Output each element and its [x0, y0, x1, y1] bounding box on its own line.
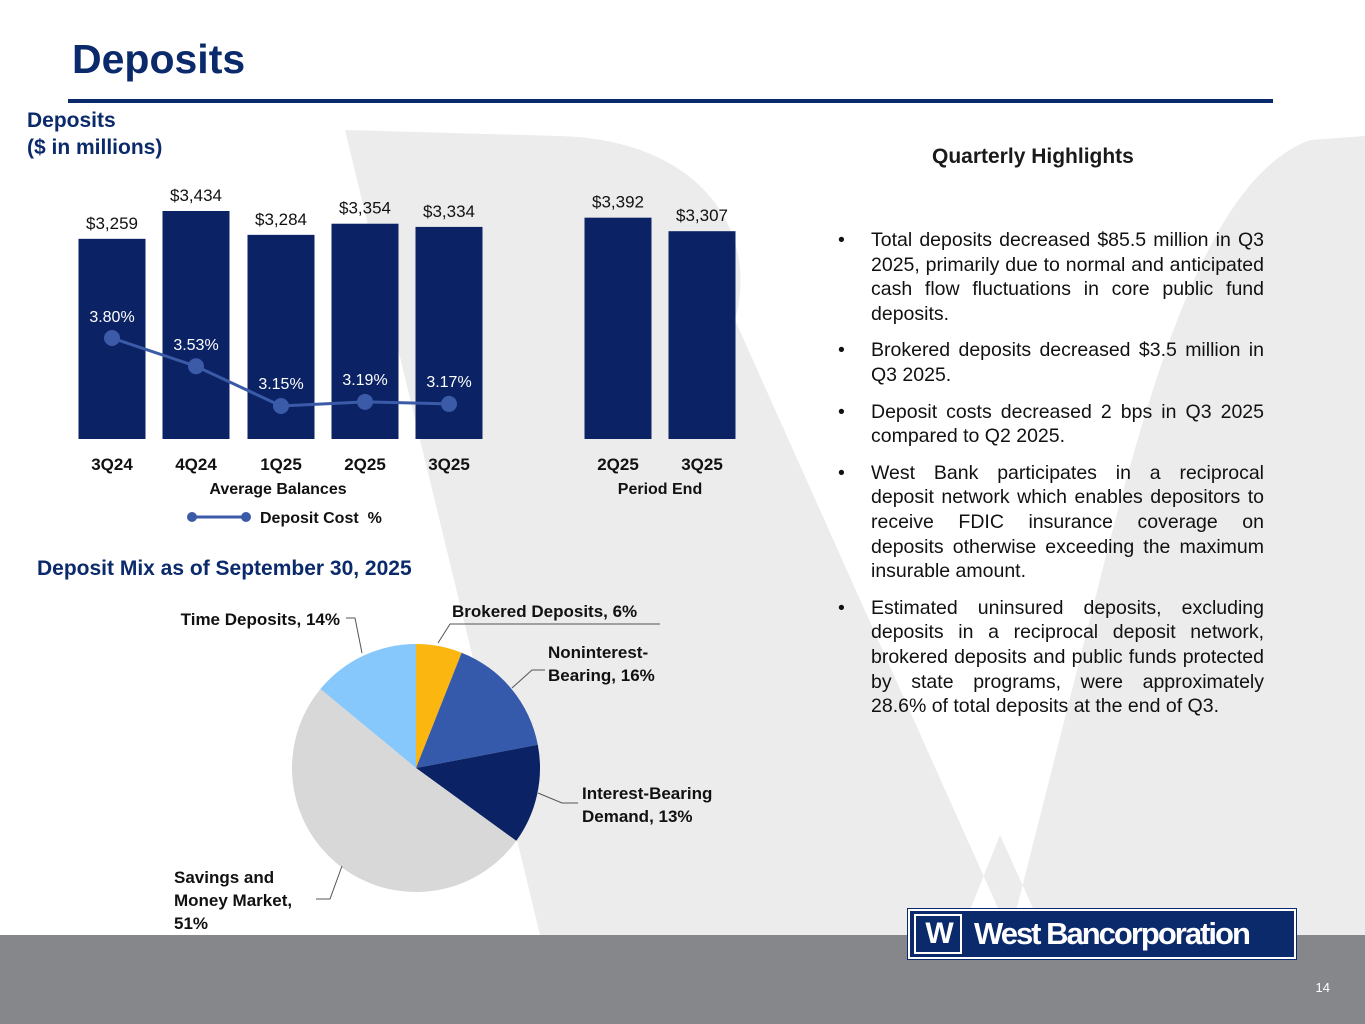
deposit-cost-label: 3.53% [173, 337, 218, 354]
category-label: 3Q25 [428, 455, 470, 474]
pie-slice-label: Time Deposits, 14% [181, 610, 340, 629]
deposit-cost-line: 3.80% 3.53% 3.15% 3.19% 3.17% [89, 309, 472, 414]
category-label: 1Q25 [260, 455, 302, 474]
bar-value-label: $3,334 [423, 202, 475, 221]
deposit-mix-pie-chart: Brokered Deposits, 6% Noninterest- Bearing… [174, 602, 712, 933]
legend: Deposit Cost % [187, 510, 382, 527]
bar-4Q24 [162, 211, 230, 439]
bar-period-end-3Q25 [668, 231, 736, 439]
deposit-cost-label: 3.15% [258, 376, 303, 393]
deposit-cost-label: 3.19% [342, 372, 387, 389]
pie-label-line: Noninterest- [548, 643, 648, 662]
pie-leader-line [346, 617, 363, 654]
west-bancorporation-logo: W West Bancorporation [907, 908, 1297, 960]
pie-slice-label: Noninterest- Bearing, 16% [548, 643, 655, 685]
highlight-item: Brokered deposits decreased $3.5 million… [836, 338, 1264, 387]
pie-label-line: Interest-Bearing [582, 784, 712, 803]
period-end-bars [584, 217, 736, 439]
deposits-bar-chart: 3.80%3.53%3.15% 3.19% 3.17% $3,259$3,434$3… [78, 186, 736, 527]
deposits-label-line1: Deposits [27, 109, 116, 132]
category-labels: 3Q24 4Q24 1Q25 2Q25 3Q25 2Q25 3Q25 [91, 455, 723, 474]
deposit-cost-point [441, 395, 457, 412]
pie-chart-title: Deposit Mix as of September 30, 2025 [37, 557, 412, 580]
average-balances-label: Average Balances [209, 481, 346, 498]
pie-leader-line [316, 865, 343, 900]
bar-value-label: $3,392 [592, 193, 644, 212]
pie-slices [292, 644, 540, 892]
bar-period-end-2Q25 [584, 217, 652, 439]
pie-label-line: Bearing, 16% [548, 666, 655, 685]
period-end-label: Period End [618, 481, 702, 498]
logo-mark: W [914, 914, 962, 954]
deposit-cost-point [357, 393, 373, 410]
pie-leader-line [437, 623, 660, 644]
logo-name: West Bancorporation [974, 916, 1251, 951]
deposit-cost-point [273, 398, 289, 414]
pie-label-line: Money Market, [174, 891, 292, 910]
pie-leader-line [511, 669, 545, 689]
pie-label-line: Brokered Deposits, 6% [452, 602, 637, 621]
deposit-cost-label: 3.80% [89, 309, 134, 326]
pie-label-line: Time Deposits, 14% [181, 610, 340, 629]
pie-label-line: Savings and [174, 868, 274, 887]
highlight-item: Total deposits decreased $85.5 million i… [836, 228, 1264, 326]
pie-slice-1 [416, 652, 538, 768]
highlights-title: Quarterly Highlights [932, 145, 1134, 168]
category-label: 4Q24 [175, 455, 217, 474]
pie-slice-label: Brokered Deposits, 6% [452, 602, 637, 621]
bar-value-label: $3,434 [170, 186, 222, 205]
category-label: 3Q25 [681, 455, 723, 474]
bar-value-label: $3,284 [255, 210, 307, 229]
bar-value-label: $3,259 [86, 214, 138, 233]
category-label: 2Q25 [597, 455, 639, 474]
pie-labels: Brokered Deposits, 6% Noninterest- Bearing… [174, 602, 712, 933]
pie-label-line: Demand, 13% [582, 807, 693, 826]
pie-leader-lines [316, 617, 660, 900]
pie-label-line: 51% [174, 914, 208, 933]
legend-marker-right [241, 512, 251, 522]
bar-value-labels: $3,259 $3,434 $3,284 $3,354 $3,334 $3,392 $3,3… [86, 186, 728, 233]
category-label: 2Q25 [344, 455, 386, 474]
title-rule [68, 99, 1273, 103]
category-label: 3Q24 [91, 455, 133, 474]
highlight-item: Deposit costs decreased 2 bps in Q3 2025… [836, 400, 1264, 449]
pie-slice-4 [320, 644, 416, 768]
pie-slice-label: Savings and Money Market, 51% [174, 868, 292, 933]
legend-marker-left [187, 512, 197, 522]
page-number: 14 [1315, 980, 1330, 995]
deposit-cost-point [104, 330, 120, 346]
pie-leader-line [537, 792, 578, 804]
deposits-label-line2: ($ in millions) [27, 136, 163, 159]
pie-slice-0 [416, 644, 462, 768]
legend-label: Deposit Cost % [260, 510, 382, 527]
pie-slice-label: Interest-Bearing Demand, 13% [582, 784, 712, 826]
bar-value-label: $3,307 [676, 206, 728, 225]
bar-value-label: $3,354 [339, 199, 391, 218]
deposits-section-label: Deposits ($ in millions) [27, 107, 162, 161]
highlight-item: West Bank participates in a reciprocal d… [836, 461, 1264, 584]
highlights-list: Total deposits decreased $85.5 million i… [836, 228, 1264, 731]
deposit-cost-label: 3.17% [426, 374, 471, 391]
page-title: Deposits [72, 36, 246, 82]
pie-slice-2 [416, 744, 540, 841]
deposit-cost-point [188, 358, 204, 375]
highlight-item: Estimated uninsured deposits, excluding … [836, 596, 1264, 719]
pie-slice-3 [292, 688, 517, 892]
